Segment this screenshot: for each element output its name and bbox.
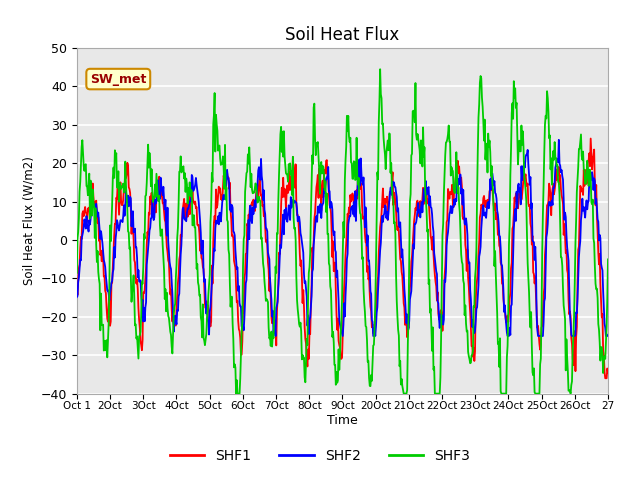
- SHF1: [135, 317, 143, 323]
- SHF3: [604, 256, 612, 262]
- SHF2: [135, 278, 143, 284]
- SHF2: [259, 197, 267, 203]
- SHF3: [73, 270, 81, 276]
- Title: Soil Heat Flux: Soil Heat Flux: [285, 25, 399, 44]
- SHF2: [73, 294, 81, 300]
- SHF3: [232, 391, 240, 396]
- SHF2: [398, 254, 406, 260]
- SHF3: [135, 334, 143, 339]
- SHF1: [587, 136, 595, 142]
- SHF3: [376, 66, 384, 72]
- X-axis label: Time: Time: [327, 414, 358, 427]
- Line: SHF3: SHF3: [77, 69, 608, 394]
- SHF1: [427, 233, 435, 239]
- Text: SW_met: SW_met: [90, 72, 147, 85]
- SHF1: [259, 202, 267, 207]
- Line: SHF1: SHF1: [77, 139, 608, 378]
- SHF1: [73, 286, 81, 291]
- SHF2: [555, 137, 563, 143]
- SHF2: [272, 333, 280, 339]
- SHF3: [280, 128, 288, 134]
- SHF3: [234, 391, 241, 396]
- SHF1: [233, 300, 241, 305]
- SHF1: [604, 370, 612, 375]
- SHF1: [397, 258, 404, 264]
- SHF1: [602, 375, 609, 381]
- SHF2: [280, 231, 288, 237]
- SHF2: [233, 266, 241, 272]
- Legend: SHF1, SHF2, SHF3: SHF1, SHF2, SHF3: [164, 443, 476, 468]
- Y-axis label: Soil Heat Flux (W/m2): Soil Heat Flux (W/m2): [22, 156, 35, 285]
- Line: SHF2: SHF2: [77, 140, 608, 336]
- SHF3: [260, 266, 268, 272]
- SHF1: [279, 175, 287, 180]
- SHF3: [399, 383, 406, 389]
- SHF2: [428, 205, 435, 211]
- SHF3: [428, 348, 436, 354]
- SHF2: [604, 332, 612, 337]
